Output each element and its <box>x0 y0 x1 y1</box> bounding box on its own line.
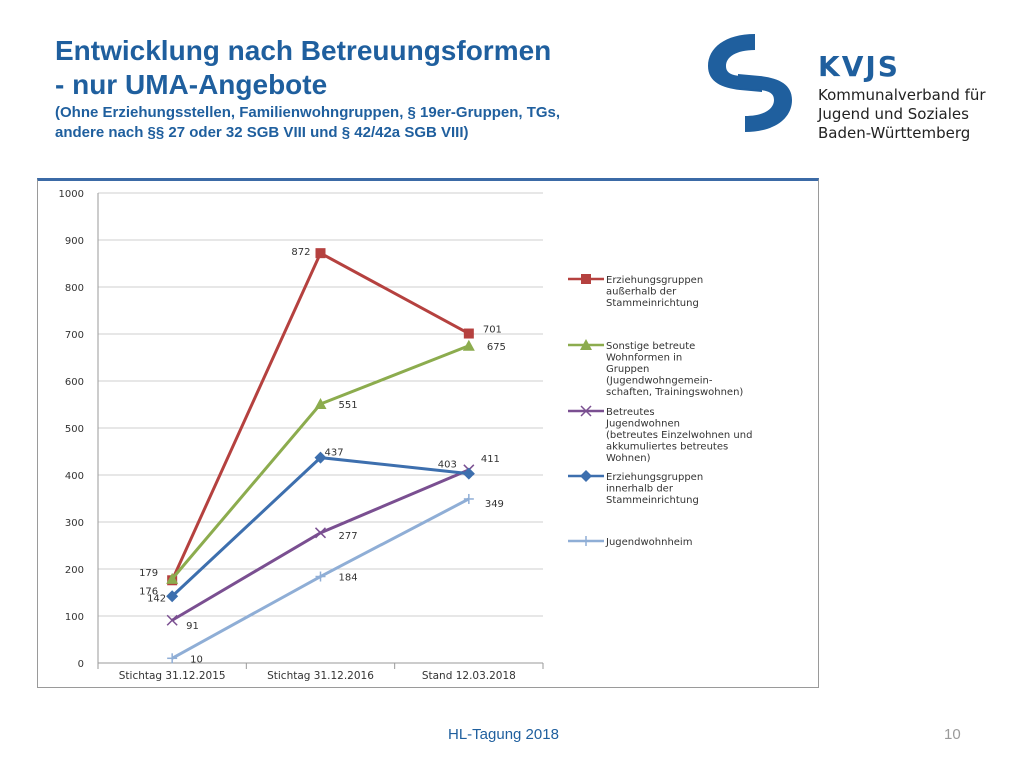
data-label: 176 <box>139 586 158 597</box>
data-label: 142 <box>147 593 166 604</box>
subtitle-line-2: andere nach §§ 27 oder 32 SGB VIII und §… <box>55 124 469 141</box>
logo-org-line-2: Jugend und Soziales <box>818 105 969 123</box>
y-tick-label: 900 <box>65 236 84 247</box>
legend-label: schaften, Trainingswohnen) <box>606 387 743 398</box>
marker-square <box>315 248 326 259</box>
series-line <box>171 468 470 622</box>
legend-label: Erziehungsgruppen <box>606 472 703 483</box>
legend-label: Wohnformen in <box>606 353 682 364</box>
marker-triangle <box>580 339 592 350</box>
legend-label: Erziehungsgruppen <box>606 275 703 286</box>
title-line-1: Entwicklung nach Betreuungsformen <box>55 35 552 66</box>
y-tick-label: 1000 <box>59 189 84 200</box>
logo-org-name: Kommunalverband für Jugend und Soziales … <box>818 86 986 143</box>
legend-label: innerhalb der <box>606 484 674 495</box>
marker-x <box>166 614 178 626</box>
data-label: 437 <box>325 448 344 459</box>
data-label: 349 <box>485 499 504 510</box>
marker-x <box>314 527 327 539</box>
legend-label: Jugendwohnen <box>605 419 680 430</box>
marker-triangle <box>314 398 327 410</box>
subtitle-line-1: (Ohne Erziehungsstellen, Familienwohngru… <box>55 104 561 121</box>
data-label: 403 <box>438 460 457 471</box>
legend-label: Stammeinrichtung <box>606 298 699 309</box>
data-label: 701 <box>483 325 502 336</box>
y-tick-label: 600 <box>65 377 84 388</box>
logo-org-line-1: Kommunalverband für <box>818 86 986 104</box>
y-tick-label: 500 <box>65 424 84 435</box>
y-tick-label: 0 <box>78 659 84 670</box>
marker-triangle <box>462 339 475 351</box>
kvjs-logo-icon <box>708 34 792 132</box>
marker-diamond <box>580 470 592 482</box>
data-label: 551 <box>339 400 358 411</box>
data-label: 10 <box>190 654 203 665</box>
footer-text: HL-Tagung 2018 <box>448 726 559 743</box>
logo-brand: KVJS <box>818 50 900 83</box>
marker-triangle <box>166 572 179 584</box>
y-tick-label: 100 <box>65 612 84 623</box>
legend-label: Betreutes <box>606 407 655 418</box>
legend-label: Jugendwohnheim <box>605 537 692 548</box>
marker-square <box>581 274 591 284</box>
x-tick-label: Stand 12.03.2018 <box>422 670 516 682</box>
data-label: 179 <box>139 568 158 579</box>
y-tick-label: 300 <box>65 518 84 529</box>
marker-diamond <box>462 467 475 480</box>
legend-label: Wohnen) <box>606 453 651 464</box>
legend-label: akkumuliertes betreutes <box>606 442 728 453</box>
data-label: 91 <box>186 621 199 632</box>
data-label: 277 <box>339 531 358 542</box>
y-tick-label: 700 <box>65 330 84 341</box>
kvjs-logo: KVJS Kommunalverband für Jugend und Sozi… <box>700 28 1000 143</box>
marker-square <box>463 328 474 339</box>
title-line-2: - nur UMA-Angebote <box>55 69 328 100</box>
legend-label: Sonstige betreute <box>606 341 695 352</box>
data-label: 184 <box>339 573 358 584</box>
x-tick-label: Stichtag 31.12.2016 <box>267 670 374 682</box>
legend-label: (Jugendwohngemein- <box>606 376 713 387</box>
y-tick-label: 400 <box>65 471 84 482</box>
page-number: 10 <box>944 726 961 743</box>
logo-org-line-3: Baden-Württemberg <box>818 124 971 142</box>
x-tick-label: Stichtag 31.12.2015 <box>119 670 226 682</box>
legend-label: Stammeinrichtung <box>606 495 699 506</box>
y-tick-label: 800 <box>65 283 84 294</box>
chart-frame: 0 100 200 300 400 500 600 700 800 900 1000 Stichtag… <box>37 178 819 688</box>
slide-title: Entwicklung nach Betreuungsformen - nur … <box>55 34 695 142</box>
marker-x <box>580 405 592 417</box>
data-label: 411 <box>481 454 500 465</box>
marker-diamond <box>314 451 327 464</box>
legend-label: außerhalb der <box>606 287 677 298</box>
y-tick-label: 200 <box>65 565 84 576</box>
line-chart: 0 100 200 300 400 500 600 700 800 900 1000 Stichtag… <box>59 189 753 682</box>
legend-label: Gruppen <box>606 364 649 375</box>
data-label: 675 <box>487 342 506 353</box>
marker-diamond <box>166 590 179 603</box>
legend-label: (betreutes Einzelwohnen und <box>606 430 752 441</box>
data-label: 872 <box>291 247 310 258</box>
